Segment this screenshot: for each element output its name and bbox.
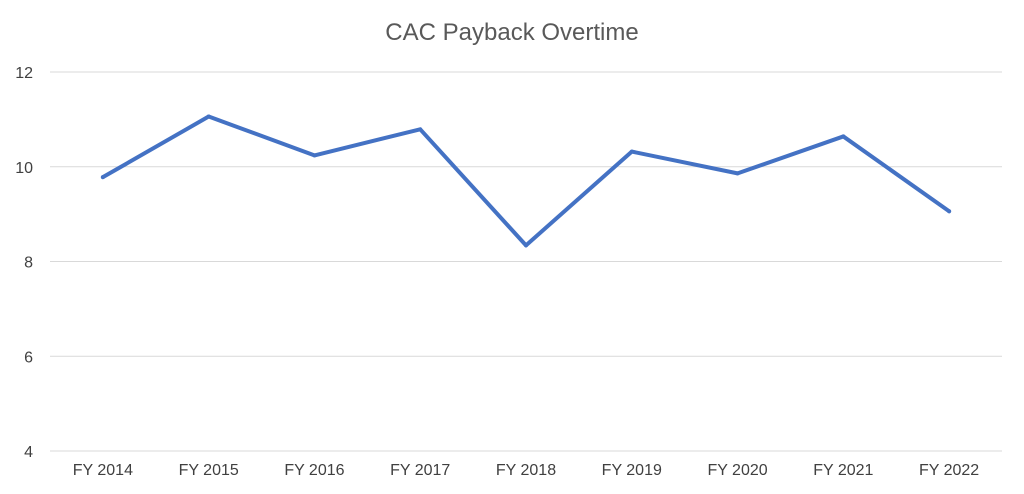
data-point	[418, 127, 423, 132]
data-point	[735, 171, 740, 176]
x-tick-label: FY 2017	[390, 462, 450, 479]
data-point	[524, 243, 528, 248]
y-tick-label: 8	[24, 255, 33, 272]
y-tick-label: 10	[15, 160, 33, 177]
x-tick-label: FY 2019	[602, 462, 662, 479]
y-tick-label: 12	[15, 65, 33, 82]
data-point	[206, 114, 211, 119]
x-tick-label: FY 2015	[179, 462, 239, 479]
data-point	[841, 134, 846, 139]
x-tick-label: FY 2020	[707, 462, 767, 479]
y-axis-tick-labels: 4 6 8 10 12	[15, 65, 33, 461]
chart-title: CAC Payback Overtime	[385, 19, 638, 46]
x-tick-label: FY 2014	[73, 462, 133, 479]
series-line	[100, 114, 952, 248]
series-lines	[100, 114, 952, 248]
x-axis-tick-labels: FY 2014 FY 2015 FY 2016 FY 2017 FY 2018 FY 20…	[73, 462, 980, 479]
data-point	[100, 175, 105, 180]
y-tick-label: 4	[24, 444, 33, 461]
gridlines	[50, 71, 1002, 452]
x-tick-label: FY 2021	[813, 462, 873, 479]
data-point	[312, 153, 317, 158]
x-tick-label: FY 2018	[496, 462, 556, 479]
x-tick-label: FY 2016	[284, 462, 344, 479]
y-tick-label: 6	[24, 349, 33, 366]
data-point	[947, 209, 952, 214]
data-point	[629, 149, 634, 154]
x-tick-label: FY 2022	[919, 462, 979, 479]
